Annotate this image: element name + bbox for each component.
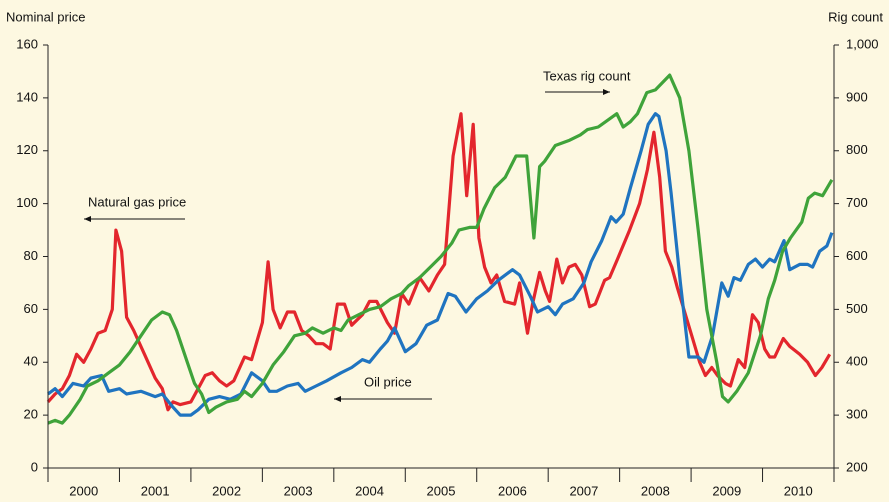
y2-axis-title: Rig count [828, 9, 883, 24]
annotation: Oil price [364, 374, 412, 389]
y2-tick-label: 900 [846, 89, 868, 104]
plot-area: 0 20 40 60 80 100 120 140 160 200 300 400 500 600 700 8… [16, 36, 878, 498]
y-axis-title: Nominal price [6, 9, 85, 24]
y-tick-label: 20 [24, 407, 38, 422]
y-tick-label: 160 [16, 36, 38, 51]
y-tick-label: 60 [24, 301, 38, 316]
y-tick-label: 0 [31, 459, 38, 474]
y-tick-label: 80 [24, 248, 38, 263]
y2-tick-label: 200 [846, 459, 868, 474]
x-tick-label: 2009 [712, 483, 741, 498]
y2-tick-label: 600 [846, 248, 868, 263]
x-tick-label: 2007 [569, 483, 598, 498]
x-tick-label: 2003 [284, 483, 313, 498]
annotation-arrowhead [334, 396, 341, 402]
line-series [46, 112, 832, 412]
x-tick-label: 2002 [212, 483, 241, 498]
y2-tick-label: 500 [846, 301, 868, 316]
y2-tick-label: 300 [846, 407, 868, 422]
x-tick-label: 2000 [69, 483, 98, 498]
y2-tick-label: 700 [846, 195, 868, 210]
x-tick-label: 2008 [641, 483, 670, 498]
axis-frame [47, 45, 835, 469]
annotation: Natural gas price [88, 194, 186, 209]
annotation-arrowhead [84, 216, 91, 222]
y-tick-label: 140 [16, 89, 38, 104]
y2-tick-label: 1,000 [846, 36, 879, 51]
line-series [47, 73, 834, 425]
y-tick-label: 100 [16, 195, 38, 210]
y-tick-label: 40 [24, 354, 38, 369]
y-tick-label: 120 [16, 142, 38, 157]
x-tick-label: 2001 [141, 483, 170, 498]
annotation-arrowhead [603, 89, 610, 95]
x-tick-label: 2005 [427, 483, 456, 498]
annotation: Texas rig count [543, 68, 631, 83]
y2-tick-label: 800 [846, 142, 868, 157]
line-series [47, 112, 834, 417]
x-tick-label: 2006 [498, 483, 527, 498]
x-tick-label: 2004 [355, 483, 384, 498]
y2-tick-label: 400 [846, 354, 868, 369]
x-tick-label: 2010 [784, 483, 813, 498]
